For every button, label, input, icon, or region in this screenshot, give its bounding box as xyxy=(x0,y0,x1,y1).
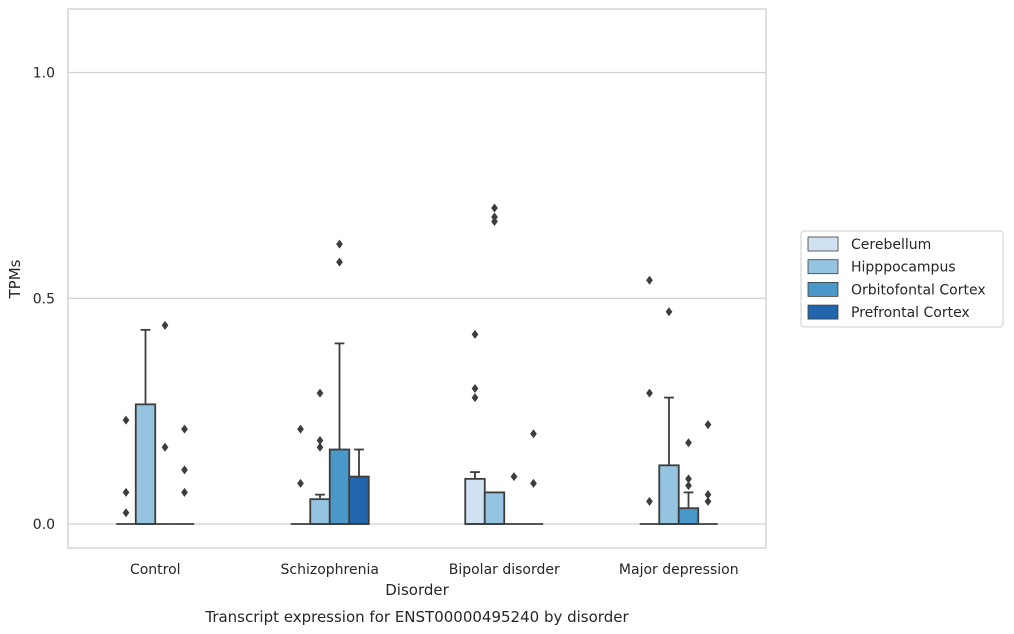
box-1-1 xyxy=(309,388,331,525)
outlier-point xyxy=(181,465,188,475)
outlier-point xyxy=(297,478,304,488)
box-body xyxy=(328,448,351,525)
outlier-point xyxy=(704,420,712,430)
box-body xyxy=(464,477,486,525)
outlier-point xyxy=(646,496,653,506)
y-tick-label: 0.5 xyxy=(33,291,55,307)
outlier-point xyxy=(704,496,712,506)
y-axis-title: TPMs xyxy=(6,259,24,299)
outlier-point xyxy=(471,393,479,403)
outlier-point xyxy=(181,487,188,497)
box-2-0 xyxy=(464,329,486,525)
box-3-3 xyxy=(698,420,718,525)
outlier-point xyxy=(471,329,479,339)
legend-swatch xyxy=(807,281,839,297)
box-body xyxy=(309,498,331,525)
box-body xyxy=(134,403,157,525)
box-0-0 xyxy=(116,415,136,525)
box-1-2 xyxy=(328,239,351,525)
outlier-point xyxy=(297,424,304,434)
outlier-point xyxy=(685,438,692,448)
legend-label: Hipppocampus xyxy=(851,260,956,276)
x-tick-label: Bipolar disorder xyxy=(449,562,560,578)
outlier-point xyxy=(530,429,537,439)
x-tick-label: Schizophrenia xyxy=(281,562,379,578)
x-axis-ticks: Control Schizophrenia Bipolar disorder Majo… xyxy=(130,562,739,578)
box-2-2 xyxy=(504,472,524,525)
outlier-point xyxy=(316,435,324,445)
y-tick-label: 1.0 xyxy=(33,66,55,82)
box-0-1 xyxy=(134,328,157,525)
outlier-point xyxy=(336,239,343,249)
legend-label: Orbitofontal Cortex xyxy=(851,282,986,298)
box-body xyxy=(658,464,680,525)
outlier-point xyxy=(491,212,498,222)
box-body xyxy=(483,491,506,525)
box-0-2 xyxy=(155,320,175,525)
box-2-1 xyxy=(483,203,506,525)
box-1-3 xyxy=(348,448,370,525)
box-3-0 xyxy=(639,275,660,525)
outlier-point xyxy=(181,424,188,434)
outlier-point xyxy=(491,216,498,226)
box-body xyxy=(677,507,700,525)
outlier-point xyxy=(665,307,673,317)
outlier-point xyxy=(510,472,518,482)
plot-frame xyxy=(67,8,767,549)
x-tick-label: Control xyxy=(130,562,181,578)
box-body xyxy=(348,475,370,525)
outlier-point xyxy=(316,388,324,398)
outlier-point xyxy=(530,478,537,488)
legend-label: Prefrontal Cortex xyxy=(851,305,970,321)
y-axis-ticks: 0.00.51.01.52.0 xyxy=(33,66,55,534)
outlier-point xyxy=(685,474,692,484)
outlier-point xyxy=(316,442,324,452)
legend-swatch xyxy=(807,304,839,320)
legend-swatch xyxy=(807,259,839,275)
legend-frame xyxy=(800,230,1004,328)
outlier-point xyxy=(336,257,343,267)
box-3-2 xyxy=(677,438,700,525)
outlier-point xyxy=(704,490,712,500)
outlier-point xyxy=(122,415,130,425)
y-tick-label: 0.0 xyxy=(33,517,55,533)
outlier-point xyxy=(685,481,692,491)
x-axis-title: Disorder xyxy=(385,581,449,599)
legend: Cerebellum Hipppocampus Orbitofontal Corte… xyxy=(800,230,1004,328)
outlier-point xyxy=(161,442,169,452)
outlier-point xyxy=(471,384,479,394)
box-2-3 xyxy=(523,429,544,525)
box-3-1 xyxy=(658,307,680,525)
chart-caption: Transcript expression for ENST0000049524… xyxy=(204,608,629,626)
plot-area xyxy=(116,203,718,525)
legend-label: Cerebellum xyxy=(851,237,931,253)
outlier-point xyxy=(122,487,130,497)
outlier-point xyxy=(122,508,130,518)
box-0-3 xyxy=(174,424,195,525)
box-1-0 xyxy=(290,424,311,525)
grid-lines xyxy=(68,71,766,525)
outlier-point xyxy=(646,275,653,285)
legend-swatch xyxy=(807,236,839,252)
outlier-point xyxy=(491,203,498,213)
outlier-point xyxy=(646,388,653,398)
outlier-point xyxy=(161,320,169,330)
x-tick-label: Major depression xyxy=(619,562,739,578)
